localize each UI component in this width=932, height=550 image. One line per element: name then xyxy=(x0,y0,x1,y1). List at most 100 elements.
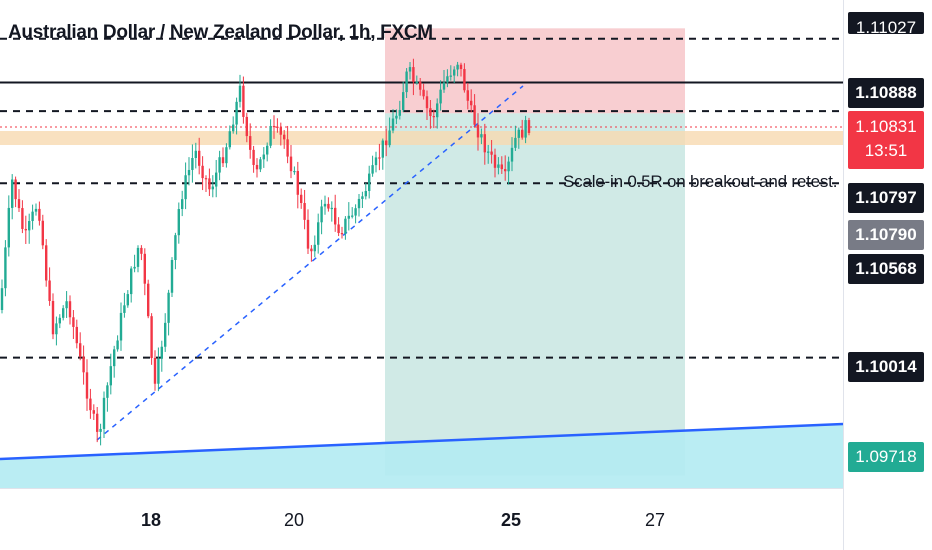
candle-body xyxy=(126,294,129,306)
candle-body xyxy=(68,301,72,318)
candle-body xyxy=(28,221,31,231)
candle-body xyxy=(412,67,415,82)
candle-body xyxy=(14,179,17,200)
candle-body xyxy=(269,125,272,146)
candle-body xyxy=(446,76,449,83)
candle-body xyxy=(371,165,374,174)
candle-body xyxy=(21,208,24,229)
candle-body xyxy=(330,207,333,210)
candle-body xyxy=(317,222,320,245)
candle-body xyxy=(48,280,51,301)
candle-body xyxy=(453,69,456,76)
candle-body xyxy=(378,157,381,159)
candle-body xyxy=(153,357,157,384)
price-tag-support: 1.09718 xyxy=(848,442,924,472)
candle-body xyxy=(85,372,89,399)
candle-body xyxy=(340,233,344,235)
candle-body xyxy=(130,268,133,295)
candle-body xyxy=(255,164,259,170)
candle-body xyxy=(55,323,58,335)
price-tag-level-2: 1.10790 xyxy=(848,220,924,250)
candle-body xyxy=(198,150,201,166)
candle-body xyxy=(483,134,486,153)
candle-body xyxy=(252,149,255,165)
candle-body xyxy=(215,172,218,187)
candle-body xyxy=(463,69,466,91)
bar-countdown: 13:51 xyxy=(864,141,908,160)
candle-body xyxy=(344,218,347,234)
candle-body xyxy=(0,288,4,310)
chart-annotation: Scale-in 0.5R on breakout and retest. xyxy=(563,172,838,191)
support-band xyxy=(0,131,843,145)
candle-body xyxy=(405,71,408,93)
candle-body xyxy=(514,137,517,148)
candle-body xyxy=(334,207,337,225)
candle-body xyxy=(140,247,143,254)
candle-body xyxy=(113,349,116,367)
candle-body xyxy=(385,140,388,146)
candle-body xyxy=(96,413,99,432)
price-tag-live: 1.10831 13:51 xyxy=(848,111,924,169)
candle-body xyxy=(208,178,211,190)
candle-body xyxy=(391,118,395,131)
candle-body xyxy=(351,215,354,217)
candle-body xyxy=(262,154,265,160)
candle-body xyxy=(99,428,102,432)
candle-body xyxy=(72,317,75,327)
candle-body xyxy=(7,207,10,248)
candle-body xyxy=(242,85,245,117)
candle-body xyxy=(381,140,384,158)
candle-body xyxy=(276,126,279,128)
candle-body xyxy=(228,131,231,148)
candle-body xyxy=(473,105,476,125)
candle-body xyxy=(313,244,316,252)
x-tick-label: 27 xyxy=(644,510,666,530)
x-tick-label: 18 xyxy=(140,510,162,530)
candle-body xyxy=(11,179,14,208)
candle-body xyxy=(527,120,531,133)
candle-body xyxy=(449,75,452,77)
candle-body xyxy=(123,305,126,313)
candle-body xyxy=(476,124,480,138)
candle-body xyxy=(102,397,106,429)
candle-body xyxy=(82,356,85,373)
candle-body xyxy=(181,199,184,210)
candle-body xyxy=(51,300,55,335)
candle-body xyxy=(310,248,313,252)
candle-body xyxy=(92,410,95,414)
candle-body xyxy=(364,190,367,197)
candle-body xyxy=(31,211,34,222)
candle-body xyxy=(170,259,174,293)
candle-body xyxy=(259,159,262,170)
candle-body xyxy=(65,301,68,309)
candle-body xyxy=(504,169,507,172)
candle-body xyxy=(204,178,208,180)
price-tag-level-3: 1.10568 xyxy=(848,254,924,284)
x-tick-label: 20 xyxy=(283,510,305,530)
candle-body xyxy=(34,208,38,212)
candle-body xyxy=(133,266,136,269)
candle-body xyxy=(249,136,252,150)
support-area xyxy=(0,424,843,488)
candle-body xyxy=(306,219,310,249)
candle-body xyxy=(191,158,194,170)
candle-body xyxy=(232,124,235,132)
candle-body xyxy=(89,398,92,411)
uptrend-dashed-line xyxy=(96,85,524,441)
candle-body xyxy=(466,90,469,101)
candle-body xyxy=(136,247,140,267)
candle-body xyxy=(79,343,82,357)
take-profit-zone xyxy=(385,113,685,476)
candle-body xyxy=(184,175,187,200)
candle-body xyxy=(238,85,242,102)
candle-body xyxy=(497,164,500,168)
candle-body xyxy=(272,125,276,128)
candle-body xyxy=(459,64,463,70)
candle-body xyxy=(116,340,119,350)
candle-body xyxy=(517,129,520,138)
candle-body xyxy=(41,220,44,246)
candle-body xyxy=(507,161,510,172)
candle-body xyxy=(293,170,296,173)
candle-body xyxy=(368,173,371,191)
